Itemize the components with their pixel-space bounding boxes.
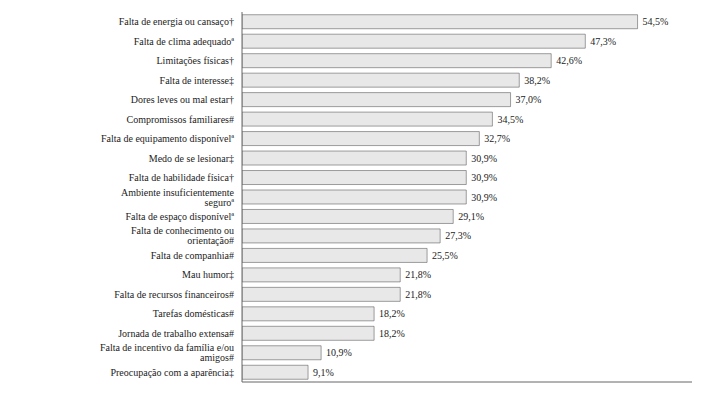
- svg-text:54,5%: 54,5%: [643, 16, 669, 27]
- svg-text:10,9%: 10,9%: [326, 347, 352, 358]
- svg-text:Falta de recursos financeiros#: Falta de recursos financeiros#: [114, 289, 234, 300]
- svg-text:Medo de se lesionar‡: Medo de se lesionar‡: [149, 153, 234, 164]
- svg-text:30,9%: 30,9%: [471, 192, 497, 203]
- svg-text:9,1%: 9,1%: [313, 367, 334, 378]
- svg-text:29,1%: 29,1%: [458, 211, 484, 222]
- svg-text:Falta de clima adequadoª: Falta de clima adequadoª: [134, 36, 234, 47]
- svg-text:32,7%: 32,7%: [484, 133, 510, 144]
- svg-text:Falta de interesse‡: Falta de interesse‡: [160, 75, 234, 86]
- svg-text:42,6%: 42,6%: [556, 55, 582, 66]
- svg-text:Falta de habilidade física†: Falta de habilidade física†: [129, 172, 234, 183]
- svg-text:Jornada de trabalho extensa#: Jornada de trabalho extensa#: [118, 328, 234, 339]
- svg-text:30,9%: 30,9%: [471, 153, 497, 164]
- svg-text:Ambiente insuficientementesegu: Ambiente insuficientementeseguroª: [121, 187, 235, 208]
- svg-text:Dores leves ou mal estar†: Dores leves ou mal estar†: [131, 94, 234, 105]
- svg-text:37,0%: 37,0%: [516, 94, 542, 105]
- svg-text:Falta de incentivo da família: Falta de incentivo da família e/ouamigos…: [100, 342, 234, 363]
- svg-text:21,8%: 21,8%: [405, 289, 431, 300]
- svg-text:Limitações físicas†: Limitações físicas†: [157, 55, 234, 66]
- svg-text:Falta de espaço disponívelª: Falta de espaço disponívelª: [125, 211, 234, 222]
- svg-text:27,3%: 27,3%: [445, 230, 471, 241]
- svg-text:Falta de companhia#: Falta de companhia#: [151, 250, 234, 261]
- svg-text:47,3%: 47,3%: [590, 36, 616, 47]
- svg-text:18,2%: 18,2%: [379, 328, 405, 339]
- svg-text:Falta de conhecimento ouorient: Falta de conhecimento ouorientação#: [131, 225, 234, 246]
- svg-text:38,2%: 38,2%: [524, 75, 550, 86]
- svg-text:21,8%: 21,8%: [405, 269, 431, 280]
- svg-text:Mau humor‡: Mau humor‡: [182, 269, 234, 280]
- svg-text:Falta de equipamento disponíve: Falta de equipamento disponívelª: [101, 133, 234, 144]
- svg-text:34,5%: 34,5%: [497, 114, 523, 125]
- svg-text:Falta de energia ou cansaço†: Falta de energia ou cansaço†: [119, 16, 234, 27]
- svg-text:Tarefas domésticas#: Tarefas domésticas#: [153, 308, 234, 319]
- svg-text:18,2%: 18,2%: [379, 308, 405, 319]
- svg-text:25,5%: 25,5%: [432, 250, 458, 261]
- svg-text:Compromissos familiares#: Compromissos familiares#: [127, 114, 235, 125]
- svg-text:Preocupação com a aparência‡: Preocupação com a aparência‡: [110, 367, 234, 378]
- svg-text:30,9%: 30,9%: [471, 172, 497, 183]
